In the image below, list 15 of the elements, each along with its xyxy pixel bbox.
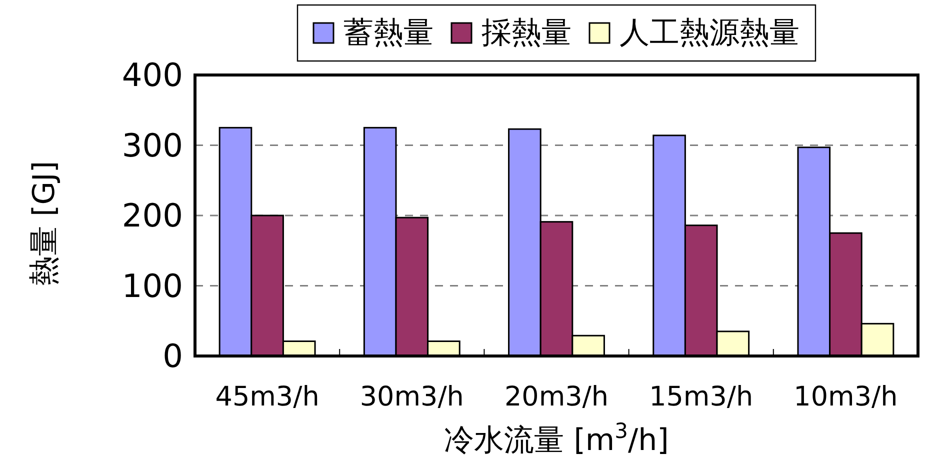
y-tick-label: 400 <box>122 56 183 94</box>
x-axis-title: 冷水流量 [m$^{3}$/h] <box>444 419 669 458</box>
y-axis-title: 熱量 [GJ] <box>26 160 62 286</box>
legend-label: 人工熱源熱量 <box>620 16 800 50</box>
y-tick-label: 200 <box>122 196 183 234</box>
x-tick-label: 15m3/h <box>649 382 754 412</box>
legend-label: 蓄熱量 <box>344 16 434 50</box>
x-tick-label: 45m3/h <box>215 382 320 412</box>
y-tick-label: 0 <box>162 337 183 375</box>
x-tick-label: 30m3/h <box>360 382 464 412</box>
y-tick-label: 300 <box>122 126 183 164</box>
x-tick-label: 20m3/h <box>504 382 609 412</box>
y-tick-label: 100 <box>122 266 183 305</box>
legend-label: 採熱量 <box>482 16 572 50</box>
x-tick-label: 10m3/h <box>794 382 898 412</box>
